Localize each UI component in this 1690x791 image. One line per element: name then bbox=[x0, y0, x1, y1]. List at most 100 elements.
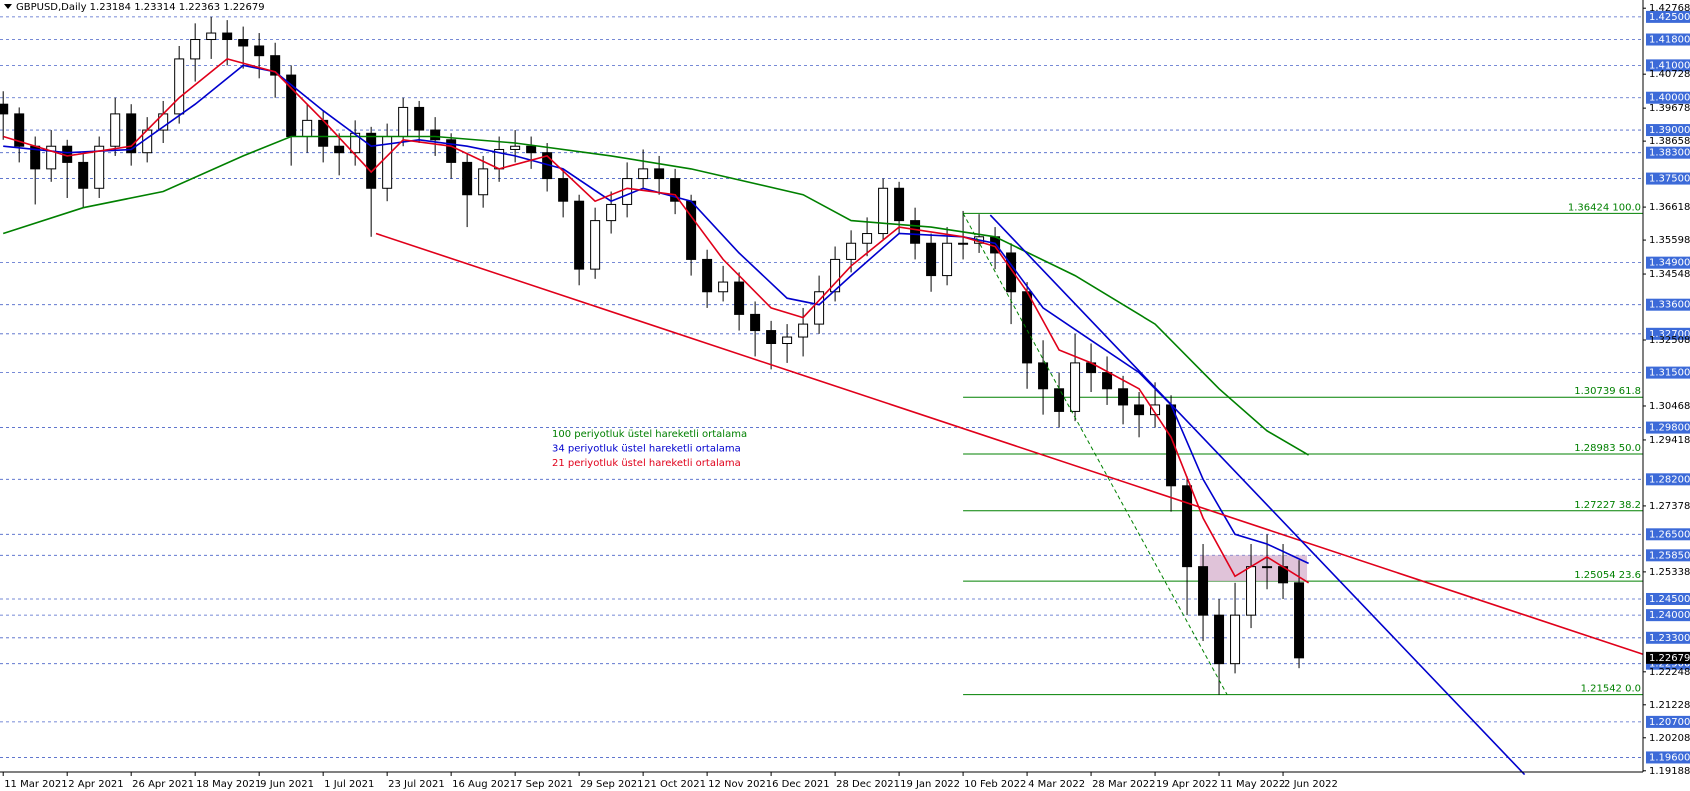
candle-body bbox=[1006, 252, 1017, 293]
candle-body bbox=[926, 242, 937, 277]
candle-body bbox=[654, 168, 665, 180]
x-tick-label: 11 May 2022 bbox=[1220, 779, 1285, 790]
y-tick-label: 1.42768 bbox=[1649, 3, 1690, 14]
candle-body bbox=[0, 103, 9, 115]
y-tick-label: 1.20208 bbox=[1649, 733, 1690, 744]
candle-body bbox=[1038, 362, 1049, 390]
y-tick-label: 1.32700 bbox=[1649, 329, 1690, 340]
candle-body bbox=[622, 178, 633, 205]
y-tick-label: 1.22500 bbox=[1649, 659, 1690, 670]
y-tick-label: 1.34548 bbox=[1649, 269, 1690, 280]
candle-body bbox=[702, 258, 713, 293]
candle-body bbox=[942, 242, 953, 277]
x-tick-label: 6 Dec 2021 bbox=[772, 779, 830, 790]
price-label-box bbox=[1646, 473, 1690, 486]
x-tick-label: 2 Jun 2022 bbox=[1284, 779, 1338, 790]
x-tick-label: 26 Apr 2021 bbox=[132, 779, 194, 790]
candle-body bbox=[830, 258, 841, 293]
candle-body bbox=[670, 178, 681, 202]
candle-body bbox=[862, 233, 873, 244]
candle-body bbox=[1214, 614, 1225, 665]
candle-body bbox=[638, 168, 649, 180]
moving-average bbox=[2, 135, 1310, 456]
price-label-box bbox=[1646, 10, 1690, 23]
y-tick-label: 1.30468 bbox=[1649, 401, 1690, 412]
y-tick-label: 1.24000 bbox=[1649, 610, 1690, 621]
y-tick-label: 1.24500 bbox=[1649, 594, 1690, 605]
fib-label: 1.25054 23.6 bbox=[1574, 570, 1641, 581]
candle-body bbox=[878, 187, 889, 235]
candle-body bbox=[574, 200, 585, 270]
price-label-box bbox=[1646, 366, 1690, 379]
candle-body bbox=[94, 145, 105, 189]
price-label-box bbox=[1646, 549, 1690, 562]
candle-body bbox=[206, 32, 217, 41]
y-tick-label: 1.28200 bbox=[1649, 474, 1690, 485]
price-label-box bbox=[1646, 592, 1690, 605]
candle-body bbox=[350, 132, 361, 154]
y-tick-label: 1.19600 bbox=[1649, 752, 1690, 763]
price-label-box bbox=[1646, 172, 1690, 185]
last-price-label: 1.22679 bbox=[1649, 653, 1690, 664]
price-label-box bbox=[1646, 715, 1690, 728]
candle-body bbox=[814, 291, 825, 325]
legend-entry: 34 periyotluk üstel hareketli ortalama bbox=[552, 444, 741, 455]
candle-body bbox=[1118, 388, 1129, 406]
y-tick-label: 1.22248 bbox=[1649, 667, 1690, 678]
candle-body bbox=[78, 161, 89, 189]
last-price-box bbox=[1646, 651, 1690, 664]
y-tick-label: 1.42500 bbox=[1649, 12, 1690, 23]
y-tick-label: 1.25338 bbox=[1649, 567, 1690, 578]
candle-body bbox=[1182, 485, 1193, 568]
price-label-box bbox=[1646, 33, 1690, 46]
y-tick-label: 1.40000 bbox=[1649, 93, 1690, 104]
candle-body bbox=[510, 145, 521, 150]
candle-body bbox=[1134, 404, 1145, 416]
trendline bbox=[989, 214, 1526, 776]
candle-body bbox=[1022, 291, 1033, 364]
y-tick-label: 1.21228 bbox=[1649, 700, 1690, 711]
candle-body bbox=[1150, 404, 1161, 416]
x-tick-label: 23 Jul 2021 bbox=[388, 779, 445, 790]
moving-average bbox=[2, 58, 1310, 584]
y-tick-label: 1.29800 bbox=[1649, 423, 1690, 434]
trendline bbox=[962, 213, 1228, 695]
y-tick-label: 1.26500 bbox=[1649, 529, 1690, 540]
candle-body bbox=[718, 281, 729, 293]
y-tick-label: 1.29418 bbox=[1649, 435, 1690, 446]
price-label-box bbox=[1646, 327, 1690, 340]
candle-body bbox=[414, 106, 425, 131]
candle-body bbox=[110, 113, 121, 147]
x-tick-label: 29 Sep 2021 bbox=[580, 779, 643, 790]
price-label-box bbox=[1646, 751, 1690, 764]
menu-arrow[interactable] bbox=[4, 4, 12, 9]
price-label-box bbox=[1646, 91, 1690, 104]
candle-body bbox=[334, 145, 345, 154]
candle-body bbox=[798, 323, 809, 338]
x-tick-label: 2 Apr 2021 bbox=[68, 779, 123, 790]
y-tick-label: 1.36618 bbox=[1649, 202, 1690, 213]
x-tick-label: 4 Mar 2022 bbox=[1028, 779, 1085, 790]
legend-entry: 100 periyotluk üstel hareketli ortalama bbox=[552, 429, 747, 440]
candle-body bbox=[958, 242, 969, 245]
x-tick-label: 11 Mar 2021 bbox=[4, 779, 67, 790]
price-label-box bbox=[1646, 421, 1690, 434]
candle-body bbox=[590, 220, 601, 270]
price-label-box bbox=[1646, 59, 1690, 72]
candle-body bbox=[1070, 362, 1081, 412]
candle-body bbox=[270, 55, 281, 76]
candle-body bbox=[398, 106, 409, 138]
x-tick-label: 16 Aug 2021 bbox=[452, 779, 516, 790]
candle-body bbox=[782, 336, 793, 345]
y-tick-label: 1.35598 bbox=[1649, 235, 1690, 246]
trendline bbox=[375, 232, 1644, 656]
y-tick-label: 1.33600 bbox=[1649, 300, 1690, 311]
candle-body bbox=[1230, 614, 1241, 665]
legend-entry: 21 periyotluk üstel hareketli ortalama bbox=[552, 458, 741, 469]
x-tick-label: 28 Dec 2021 bbox=[836, 779, 900, 790]
candle-body bbox=[1294, 582, 1305, 659]
candle-body bbox=[1262, 566, 1273, 569]
x-tick-label: 12 Nov 2021 bbox=[708, 779, 772, 790]
y-tick-label: 1.40728 bbox=[1649, 69, 1690, 80]
candle-body bbox=[126, 113, 137, 154]
